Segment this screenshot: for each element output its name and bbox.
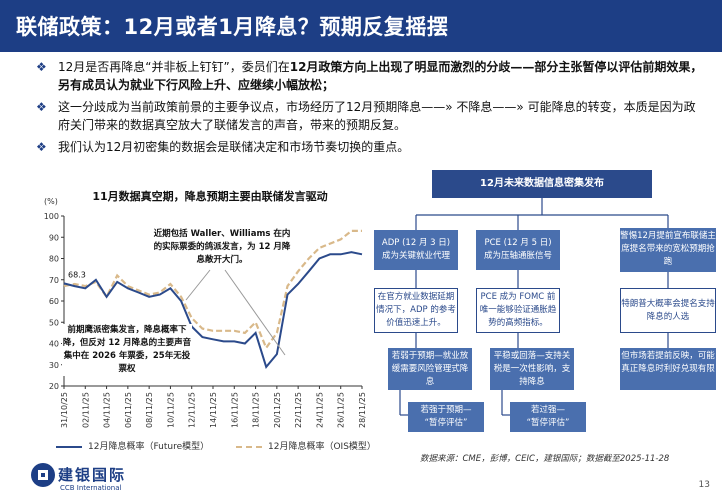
y-tick-label: 80 bbox=[49, 255, 59, 264]
y-tick-label: 30 bbox=[49, 361, 59, 370]
adp-weak-box: 若弱于预期—就业放缓需要风险管理式降息 bbox=[388, 348, 472, 390]
y-tick-label: 70 bbox=[49, 276, 59, 285]
y-tick-label: 50 bbox=[49, 318, 59, 327]
x-tick-label: 22/11/25 bbox=[294, 392, 303, 428]
adp-strong-box: 若强于预期— “暂停评估” bbox=[408, 402, 484, 432]
x-tick-label: 18/11/25 bbox=[252, 392, 261, 428]
pce-detail-box: PCE 成为 FOMC 前唯一能够验证通胀趋势的高频指标。 bbox=[476, 288, 560, 333]
y-tick-label: 40 bbox=[49, 340, 59, 349]
y-tick-label: 100 bbox=[44, 212, 59, 221]
legend-line-dashed bbox=[236, 445, 262, 448]
diagram-connectors bbox=[399, 198, 669, 416]
bullet-list: ❖ 12月是否再降息“并非板上钉钉”，委员们在12月政策方向上出现了明显而激烈的… bbox=[36, 58, 706, 160]
logo-subtitle: CCB International bbox=[60, 484, 122, 492]
x-tick-label: 26/11/25 bbox=[337, 392, 346, 428]
data-release-diagram: 12月未来数据信息密集发布 ADP (12 月 3 日) 成为关键就业代理 PC… bbox=[370, 170, 716, 460]
pce-box: PCE (12 月 5 日) 成为压轴通胀信号 bbox=[476, 230, 560, 270]
logo-name: 建银国际 bbox=[58, 466, 127, 484]
chart-title: 11月数据真空期，降息预期主要由联储发言驱动 bbox=[92, 190, 328, 203]
page-number: 13 bbox=[698, 480, 710, 490]
bullet-item-2: ❖ 这一分歧成为当前政策前景的主要争议点，市场经历了12月预期降息——» 不降息… bbox=[36, 100, 696, 132]
diamond-bullet-icon: ❖ bbox=[36, 60, 47, 74]
source-note: 数据来源：CME，彭博，CEIC，建银国际；数据截至2025-11-28 bbox=[420, 454, 670, 464]
x-tick-label: 16/11/25 bbox=[230, 392, 239, 428]
y-tick-label: 20 bbox=[49, 382, 59, 391]
legend-line-solid bbox=[56, 445, 82, 448]
x-tick-label: 28/11/25 bbox=[358, 392, 367, 428]
x-tick-label: 02/11/25 bbox=[81, 392, 90, 428]
fed-chair-detail-box: 特朗普大概率会提名支持降息的人选 bbox=[620, 288, 716, 333]
y-tick-label: 90 bbox=[49, 233, 59, 242]
start-value-label: 68.3 bbox=[68, 270, 86, 279]
title-bar: 联储政策：12月或者1月降息？预期反复摇摆 bbox=[0, 0, 722, 52]
legend-future: 12月降息概率（Future模型） bbox=[56, 439, 209, 452]
x-tick-label: 04/11/25 bbox=[103, 392, 112, 428]
hawkish-callout: 前期鹰派密集发言，降息概率下降，但反对 12 月降息的主要声音集中在 2026 … bbox=[62, 324, 192, 376]
x-tick-label: 24/11/25 bbox=[315, 392, 324, 428]
y-axis-unit: (%) bbox=[44, 197, 58, 206]
y-tick-label: 60 bbox=[49, 297, 59, 306]
future-series-line bbox=[63, 251, 363, 369]
legend-ois: 12月降息概率（OIS模型） bbox=[236, 439, 376, 452]
dovish-callout: 近期包括 Waller、Williams 在内的实际票委的鸽派发言，为 12 月… bbox=[152, 228, 292, 267]
x-tick-label: 06/11/25 bbox=[124, 392, 133, 428]
callout-pointer bbox=[224, 269, 286, 356]
x-tick-label: 20/11/25 bbox=[273, 392, 282, 428]
pce-strong-box: 若过强— “暂停评估” bbox=[510, 402, 586, 432]
page-title: 联储政策：12月或者1月降息？预期反复摇摆 bbox=[16, 15, 449, 39]
x-tick-label: 31/10/25 bbox=[60, 392, 69, 428]
diamond-bullet-icon: ❖ bbox=[36, 100, 47, 114]
pce-flat-box: 平稳或回落—支持关税是一次性影响，支持降息 bbox=[490, 348, 574, 390]
x-tick-label: 12/11/25 bbox=[188, 392, 197, 428]
bullet-item-1: ❖ 12月是否再降息“并非板上钉钉”，委员们在12月政策方向上出现了明显而激烈的… bbox=[36, 60, 703, 92]
fed-chair-box: 警惕12月提前宣布联储主席提名带来的宽松预期抢跑 bbox=[620, 228, 716, 272]
adp-detail-box: 在官方就业数据延期情况下，ADP 的参考价值迅速上升。 bbox=[374, 288, 458, 333]
rate-cut-probability-chart: (%) 20 30 40 50 60 70 80 90 100 31/10/25 02/11/25 04… bbox=[44, 197, 367, 428]
diamond-bullet-icon: ❖ bbox=[36, 140, 47, 154]
x-tick-label: 14/11/25 bbox=[209, 392, 218, 428]
callout-pointer bbox=[185, 269, 211, 301]
fed-chair-market-box: 但市场若提前反映，可能真正降息时利好兑现有限 bbox=[620, 348, 716, 390]
x-tick-label: 10/11/25 bbox=[166, 392, 175, 428]
adp-box: ADP (12 月 3 日) 成为关键就业代理 bbox=[374, 230, 458, 270]
bullet-item-3: ❖ 我们认为12月初密集的数据会是联储决定和市场节奏切换的重点。 bbox=[36, 140, 410, 154]
ccb-logo-icon bbox=[31, 463, 55, 487]
x-tick-label: 08/11/25 bbox=[145, 392, 154, 428]
ois-series-line bbox=[63, 229, 362, 351]
chart-legend: 12月降息概率（Future模型） 12月降息概率（OIS模型） bbox=[56, 439, 400, 452]
diagram-top-box: 12月未来数据信息密集发布 bbox=[432, 170, 652, 198]
